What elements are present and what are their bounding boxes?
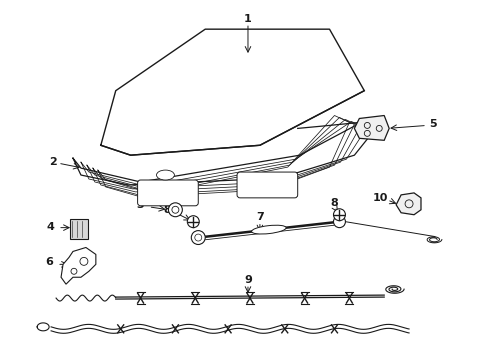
FancyBboxPatch shape (70, 219, 88, 239)
Text: 8: 8 (163, 205, 171, 215)
Circle shape (333, 216, 345, 228)
Text: 2: 2 (49, 157, 57, 167)
Ellipse shape (251, 225, 285, 234)
Text: 7: 7 (256, 212, 263, 222)
Text: 8: 8 (330, 198, 338, 208)
Text: 5: 5 (428, 120, 436, 130)
Text: 1: 1 (244, 14, 251, 24)
FancyBboxPatch shape (237, 172, 297, 198)
Text: 4: 4 (46, 222, 54, 231)
Polygon shape (101, 29, 364, 155)
Circle shape (333, 209, 345, 221)
FancyBboxPatch shape (137, 180, 198, 206)
Circle shape (191, 231, 205, 244)
Polygon shape (73, 123, 373, 185)
Text: 10: 10 (372, 193, 387, 203)
Text: 3: 3 (137, 200, 144, 210)
Circle shape (187, 216, 199, 228)
Text: 6: 6 (45, 257, 53, 267)
Text: 9: 9 (244, 275, 251, 285)
Polygon shape (61, 247, 96, 284)
Polygon shape (395, 193, 420, 215)
Polygon shape (354, 116, 388, 140)
Circle shape (168, 203, 182, 217)
Ellipse shape (156, 170, 174, 180)
